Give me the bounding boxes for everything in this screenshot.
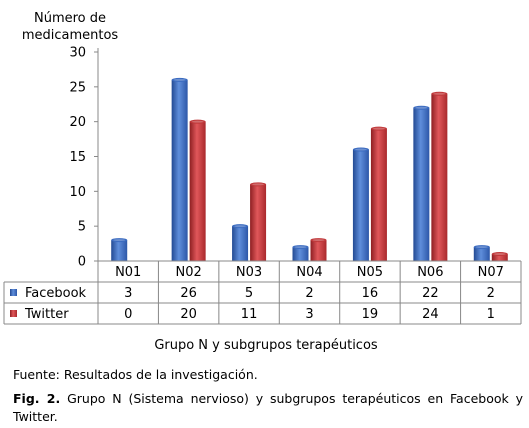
bar-top — [250, 182, 267, 187]
bar-facebook-n03 — [232, 224, 249, 261]
category-label-n02: N02 — [176, 265, 202, 280]
data-label-twitter-n02: 20 — [180, 307, 197, 322]
data-label-facebook-n01: 3 — [124, 286, 132, 301]
bar-top-highlight — [173, 78, 186, 81]
bar-facebook-n06 — [413, 105, 430, 261]
figure-caption: Fig. 2. Grupo N (Sistema nervioso) y sub… — [13, 390, 523, 426]
bar-top-highlight — [113, 239, 126, 242]
bar-body — [189, 121, 206, 262]
bar-body — [232, 226, 249, 261]
bar-body — [431, 93, 448, 261]
bar-top — [292, 245, 309, 250]
data-label-facebook-n04: 2 — [305, 286, 313, 301]
bar-body — [491, 254, 508, 261]
bar-facebook-n05 — [352, 147, 369, 261]
bar-top — [370, 126, 387, 131]
data-label-facebook-n02: 26 — [180, 286, 197, 301]
bar-top-highlight — [312, 239, 325, 242]
y-tick-label: 30 — [69, 46, 86, 61]
y-tick-label: 5 — [78, 220, 86, 235]
data-label-twitter-n03: 11 — [241, 307, 258, 322]
category-label-n05: N05 — [357, 265, 383, 280]
legend-swatch-facebook — [10, 289, 17, 296]
data-label-facebook-n07: 2 — [487, 286, 495, 301]
bar-top-highlight — [234, 225, 247, 228]
y-tick-label: 20 — [69, 115, 86, 130]
bar-body — [370, 128, 387, 261]
data-label-facebook-n06: 22 — [422, 286, 439, 301]
bar-top — [431, 91, 448, 96]
y-tick-label: 10 — [69, 185, 86, 200]
bar-body — [111, 240, 128, 261]
bar-top — [232, 224, 249, 229]
bar-top — [189, 119, 206, 124]
legend-label-twitter: Twitter — [24, 307, 69, 322]
bar-twitter-n03 — [250, 182, 267, 261]
category-label-n07: N07 — [478, 265, 504, 280]
bar-twitter-n07 — [491, 252, 508, 261]
bar-top-highlight — [372, 127, 385, 130]
category-label-n04: N04 — [296, 265, 322, 280]
bar-facebook-n01 — [111, 238, 128, 261]
bar-body — [250, 184, 267, 261]
y-tick-label: 0 — [78, 255, 86, 270]
y-tick-label: 25 — [69, 80, 86, 95]
bar-top-highlight — [294, 246, 307, 249]
bar-body — [171, 79, 188, 261]
bar-body — [292, 247, 309, 261]
caption-label: Fig. 2. — [13, 391, 61, 406]
legend-label-facebook: Facebook — [25, 286, 87, 301]
data-label-twitter-n06: 24 — [422, 307, 439, 322]
bar-top — [491, 252, 508, 257]
bar-top-highlight — [475, 246, 488, 249]
caption-text: Grupo N (Sistema nervioso) y subgrupos t… — [13, 391, 523, 424]
category-label-n01: N01 — [115, 265, 141, 280]
bar-top — [310, 238, 327, 243]
bar-top — [352, 147, 369, 152]
source-note: Fuente: Resultados de la investigación. — [13, 367, 258, 382]
bar-facebook-n07 — [473, 245, 490, 261]
data-label-twitter-n04: 3 — [305, 307, 313, 322]
bar-body — [473, 247, 490, 261]
data-label-twitter-n07: 1 — [487, 307, 495, 322]
bar-top — [413, 105, 430, 110]
bar-body — [352, 149, 369, 261]
bar-twitter-n05 — [370, 126, 387, 261]
data-label-twitter-n05: 19 — [362, 307, 379, 322]
bar-twitter-n06 — [431, 91, 448, 261]
plot-area: 0 5 10 15 20 25 30 — [69, 46, 521, 270]
bar-twitter-n02 — [189, 119, 206, 262]
y-tick-label: 15 — [69, 150, 86, 165]
bar-top-highlight — [415, 106, 428, 109]
legend-swatch-twitter — [10, 310, 17, 317]
category-label-n06: N06 — [417, 265, 443, 280]
bar-facebook-n02 — [171, 77, 188, 261]
bar-top-highlight — [252, 183, 265, 186]
bar-top — [171, 77, 188, 82]
bar-top-highlight — [493, 253, 506, 256]
bar-body — [310, 240, 327, 261]
x-axis-title: Grupo N y subgrupos terapéuticos — [154, 338, 378, 353]
bar-top-highlight — [354, 148, 367, 151]
bar-top-highlight — [433, 92, 446, 95]
bar-top-highlight — [191, 120, 204, 123]
data-label-facebook-n05: 16 — [362, 286, 379, 301]
bar-facebook-n04 — [292, 245, 309, 261]
y-axis-title-line-1: Número de — [34, 11, 106, 26]
y-axis-title-line-2: medicamentos — [22, 28, 119, 43]
bar-body — [413, 107, 430, 261]
data-label-facebook-n03: 5 — [245, 286, 253, 301]
bar-twitter-n04 — [310, 238, 327, 261]
category-label-n03: N03 — [236, 265, 262, 280]
data-label-twitter-n01: 0 — [124, 307, 132, 322]
bar-top — [473, 245, 490, 250]
bar-top — [111, 238, 128, 243]
